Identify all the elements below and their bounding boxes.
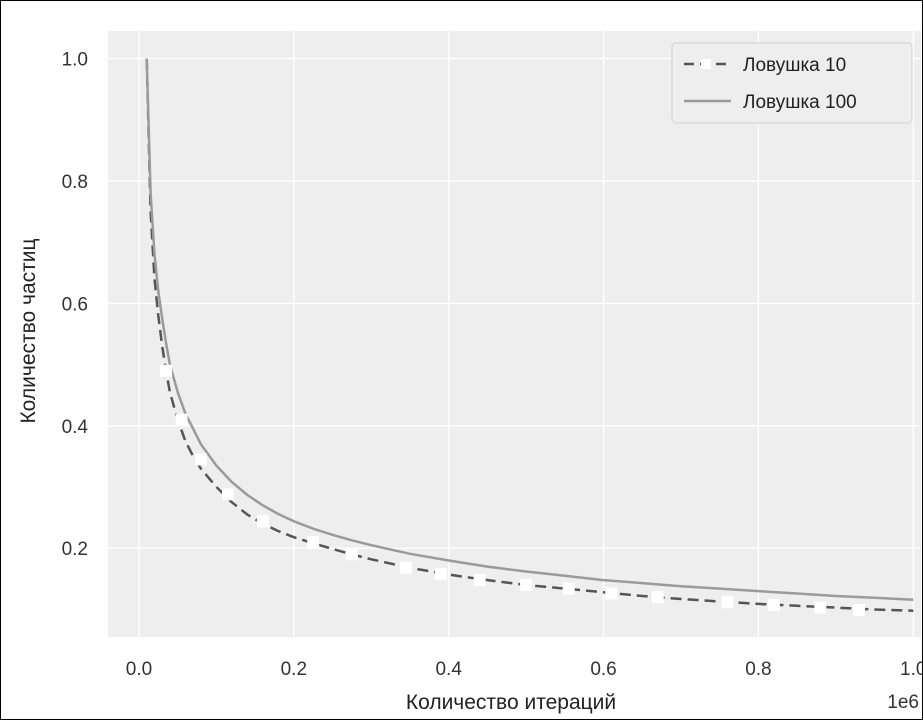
series-marker: [651, 591, 664, 604]
series-marker: [400, 561, 413, 574]
series-marker: [307, 536, 320, 549]
series-marker: [345, 548, 358, 561]
x-axis-label: Количество итераций: [406, 691, 616, 714]
legend-label-trap10: Ловушка 10: [743, 55, 846, 76]
series-marker: [562, 582, 575, 595]
x-tick-label: 1.0: [900, 659, 922, 680]
x-offset-label: 1e6: [887, 692, 919, 713]
marker-layer: [160, 364, 866, 617]
series-marker: [256, 515, 269, 528]
series-marker: [222, 488, 235, 501]
legend: Ловушка 10 Ловушка 100: [671, 42, 913, 124]
series-marker: [814, 601, 827, 614]
series-marker: [520, 578, 533, 591]
y-tick-label: 0.2: [62, 539, 88, 560]
x-tick-label: 0.4: [435, 659, 462, 680]
series-marker: [194, 453, 207, 466]
series-marker: [434, 567, 447, 580]
legend-marker-trap10: [701, 59, 711, 69]
x-tick-labels: 0.0 0.2 0.4 0.6 0.8 1.0: [126, 659, 922, 680]
y-tick-label: 1.0: [62, 50, 88, 71]
y-tick-label: 0.8: [62, 172, 88, 193]
series-marker: [767, 599, 780, 612]
x-tick-label: 0.6: [590, 659, 616, 680]
y-tick-label: 0.6: [62, 294, 88, 315]
y-axis-label: Количество частиц: [17, 238, 40, 423]
series-line-trap100: [145, 58, 914, 601]
series-marker: [605, 587, 618, 600]
series-layer: [145, 58, 914, 612]
y-tick-label: 0.4: [62, 417, 89, 438]
series-line-trap10: [145, 58, 914, 612]
x-tick-label: 0.0: [126, 659, 152, 680]
series-marker: [473, 574, 486, 587]
series-marker: [175, 413, 188, 426]
series-marker: [160, 364, 173, 377]
series-marker: [853, 604, 866, 617]
plot-area: [108, 31, 921, 637]
x-tick-label: 0.8: [745, 659, 771, 680]
legend-box: [671, 42, 913, 124]
x-tick-label: 0.2: [281, 659, 307, 680]
y-tick-labels: 0.2 0.4 0.6 0.8 1.0: [62, 50, 89, 561]
series-marker: [721, 596, 734, 609]
legend-label-trap100: Ловушка 100: [743, 92, 857, 113]
